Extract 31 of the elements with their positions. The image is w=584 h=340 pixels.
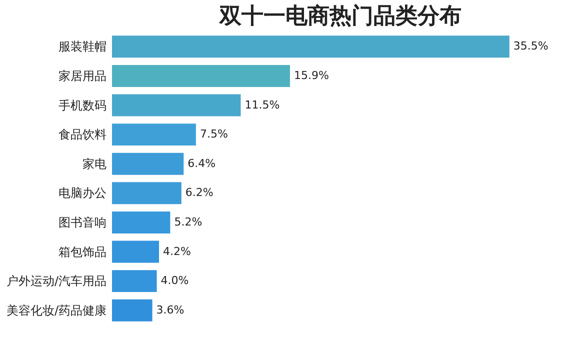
bar (112, 64, 290, 87)
y-tick-label: 手机数码 (58, 98, 106, 112)
bar (112, 152, 184, 175)
y-tick-label: 箱包饰品 (58, 244, 106, 259)
y-tick-label: 家居用品 (58, 68, 106, 83)
data-label: 7.5% (200, 128, 228, 141)
data-label: 11.5% (244, 98, 280, 112)
bar (112, 240, 160, 263)
y-tick-label: 电脑办公 (58, 186, 106, 200)
y-tick-label: 美容化妆/药品健康 (6, 303, 106, 318)
bar (112, 182, 182, 204)
data-label: 3.6% (156, 303, 184, 316)
bar (112, 94, 241, 116)
y-tick-label: 家电 (82, 156, 106, 171)
bar (112, 299, 152, 322)
y-tick-label: 服装鞋帽 (58, 40, 106, 54)
data-label: 6.4% (188, 156, 216, 170)
data-label: 4.2% (163, 244, 191, 258)
data-label: 4.0% (160, 274, 189, 288)
bar (112, 124, 196, 146)
data-label: 6.2% (185, 186, 214, 200)
y-tick-label: 图书音响 (58, 215, 106, 230)
chart-title: 双十一电商热门品类分布 (218, 3, 462, 29)
data-label: 5.2% (174, 215, 202, 228)
bar (112, 211, 170, 234)
bar (112, 270, 157, 292)
data-label: 35.5% (513, 40, 548, 53)
y-tick-label: 户外运动/汽车用品 (6, 274, 106, 288)
bar (112, 36, 510, 58)
y-tick-label: 食品饮料 (58, 128, 106, 142)
data-label: 15.9% (294, 68, 329, 82)
